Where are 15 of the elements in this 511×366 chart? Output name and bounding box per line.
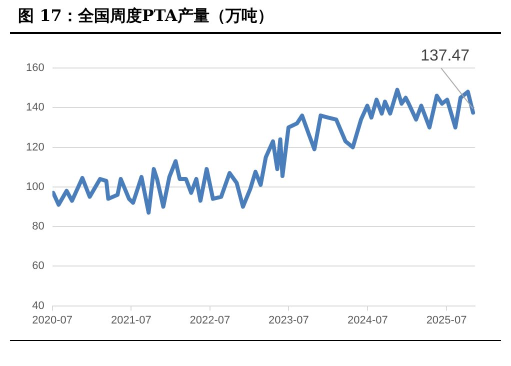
y-tick-label: 100 — [26, 180, 44, 192]
y-tick-label: 140 — [26, 101, 44, 114]
x-tick-label: 2022-07 — [190, 314, 230, 326]
y-tick-label: 80 — [32, 220, 44, 232]
y-tick-label: 60 — [32, 260, 44, 272]
x-tick-label: 2024-07 — [348, 314, 388, 326]
x-tick-label: 2023-07 — [268, 314, 309, 326]
x-tick-label: 2021-07 — [110, 314, 152, 326]
y-tick-label: 40 — [32, 299, 44, 312]
x-tick-label: 2025-07 — [426, 314, 467, 326]
chart-title: 图 17：全国周度PTA产量（万吨） — [17, 5, 274, 27]
y-tick-label: 160 — [26, 62, 44, 74]
annotation: 137.47 — [420, 46, 470, 64]
y-tick-label: 120 — [26, 140, 44, 153]
x-tick-label: 2020-07 — [32, 314, 73, 326]
